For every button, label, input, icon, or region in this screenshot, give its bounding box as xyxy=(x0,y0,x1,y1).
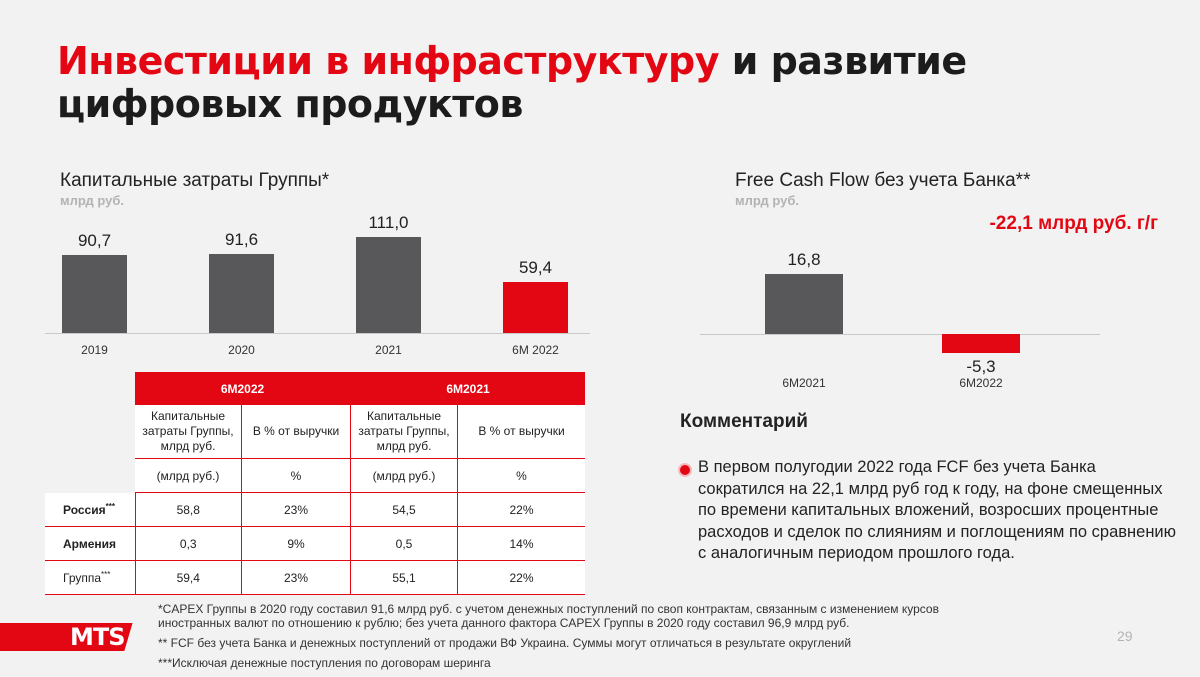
capex-value-label: 111,0 xyxy=(368,213,409,232)
table-subheader: Капитальные затраты Группы, млрд руб. xyxy=(350,405,458,459)
table-cell: 9% xyxy=(241,526,351,561)
table-subheader: Капитальные затраты Группы, млрд руб. xyxy=(135,405,242,459)
table-row-label: Группа*** xyxy=(45,560,136,595)
title-line2: цифровых продуктов xyxy=(57,82,523,126)
table-unit: % xyxy=(457,458,585,493)
footnote: ***Исключая денежные поступления по дого… xyxy=(158,656,491,670)
capex-value-label: 91,6 xyxy=(224,229,259,249)
mts-logo: MTS xyxy=(64,623,133,651)
table-row-label: Россия*** xyxy=(45,492,136,527)
fcf-value-label: 16,8 xyxy=(787,250,821,269)
capex-category-label: 2021 xyxy=(375,343,402,357)
page-title: Инвестиции в инфраструктуру и развитие ци… xyxy=(57,40,967,126)
table-cell: 0,3 xyxy=(135,526,242,561)
table-row: Армения 0,3 9% 0,5 14% xyxy=(45,526,585,561)
table-row: Группа*** 59,4 23% 55,1 22% xyxy=(45,560,585,595)
table-unit: % xyxy=(241,458,351,493)
table-period-header: 6М2021 xyxy=(350,372,585,405)
footnote: *CAPEX Группы в 2020 году составил 91,6 … xyxy=(158,602,939,630)
table-unit: (млрд руб.) xyxy=(135,458,242,493)
footnotes: *CAPEX Группы в 2020 году составил 91,6 … xyxy=(158,602,978,676)
table-row-label: Армения xyxy=(45,526,136,561)
footnote: ** FCF без учета Банка и денежных поступ… xyxy=(158,636,852,650)
capex-category-label: 2019 xyxy=(81,343,108,357)
fcf-category-label: 6М2022 xyxy=(959,376,1003,390)
table-subheader: В % от выручки xyxy=(457,405,585,459)
table-unit: (млрд руб.) xyxy=(350,458,458,493)
table-cell: 23% xyxy=(241,560,351,595)
title-rest: и развитие xyxy=(718,39,967,83)
table-period-header: 6М2022 xyxy=(135,372,351,405)
table-cell: 55,1 xyxy=(350,560,458,595)
table-row: Россия*** 58,8 23% 54,5 22% xyxy=(45,492,585,527)
table-subheader: В % от выручки xyxy=(241,405,351,459)
table-cell: 23% xyxy=(241,492,351,527)
comment-text: В первом полугодии 2022 года FCF без уче… xyxy=(698,458,1177,562)
table-cell: 14% xyxy=(457,526,585,561)
table-cell: 22% xyxy=(457,560,585,595)
capex-chart-unit: млрд руб. xyxy=(60,193,124,208)
fcf-delta: -22,1 млрд руб. г/г xyxy=(989,213,1158,234)
table-cell: 58,8 xyxy=(135,492,242,527)
table-cell: 54,5 xyxy=(350,492,458,527)
capex-category-label: 2020 xyxy=(228,343,255,357)
bullet-icon xyxy=(680,465,690,475)
capex-value-label: 59,4 xyxy=(518,257,553,277)
table-cell: 0,5 xyxy=(350,526,458,561)
capex-bar xyxy=(356,237,421,333)
fcf-category-label: 6М2021 xyxy=(782,376,826,390)
title-accent: Инвестиции в инфраструктуру xyxy=(57,39,719,83)
table-cell: 22% xyxy=(457,492,585,527)
capex-table: 6М2022 6М2021 Капитальные затраты Группы… xyxy=(45,372,585,595)
logo-band xyxy=(0,623,64,651)
capex-bar xyxy=(62,254,127,333)
fcf-axis-line xyxy=(700,334,1100,335)
capex-bar xyxy=(209,253,274,333)
table-cell: 59,4 xyxy=(135,560,242,595)
comment-title: Комментарий xyxy=(680,411,808,432)
page-number: 29 xyxy=(1117,628,1133,644)
capex-category-label: 6М 2022 xyxy=(512,343,559,357)
fcf-bar xyxy=(942,334,1020,353)
capex-chart-title: Капитальные затраты Группы* xyxy=(60,170,330,191)
capex-value-label: 90,7 xyxy=(77,230,112,250)
fcf-bar xyxy=(765,274,843,334)
fcf-value-label: -5,3 xyxy=(966,356,996,376)
capex-axis-line xyxy=(45,333,590,334)
capex-bar xyxy=(503,281,568,333)
fcf-chart-title: Free Cash Flow без учета Банка** xyxy=(735,170,1031,191)
fcf-chart-unit: млрд руб. xyxy=(735,193,799,208)
